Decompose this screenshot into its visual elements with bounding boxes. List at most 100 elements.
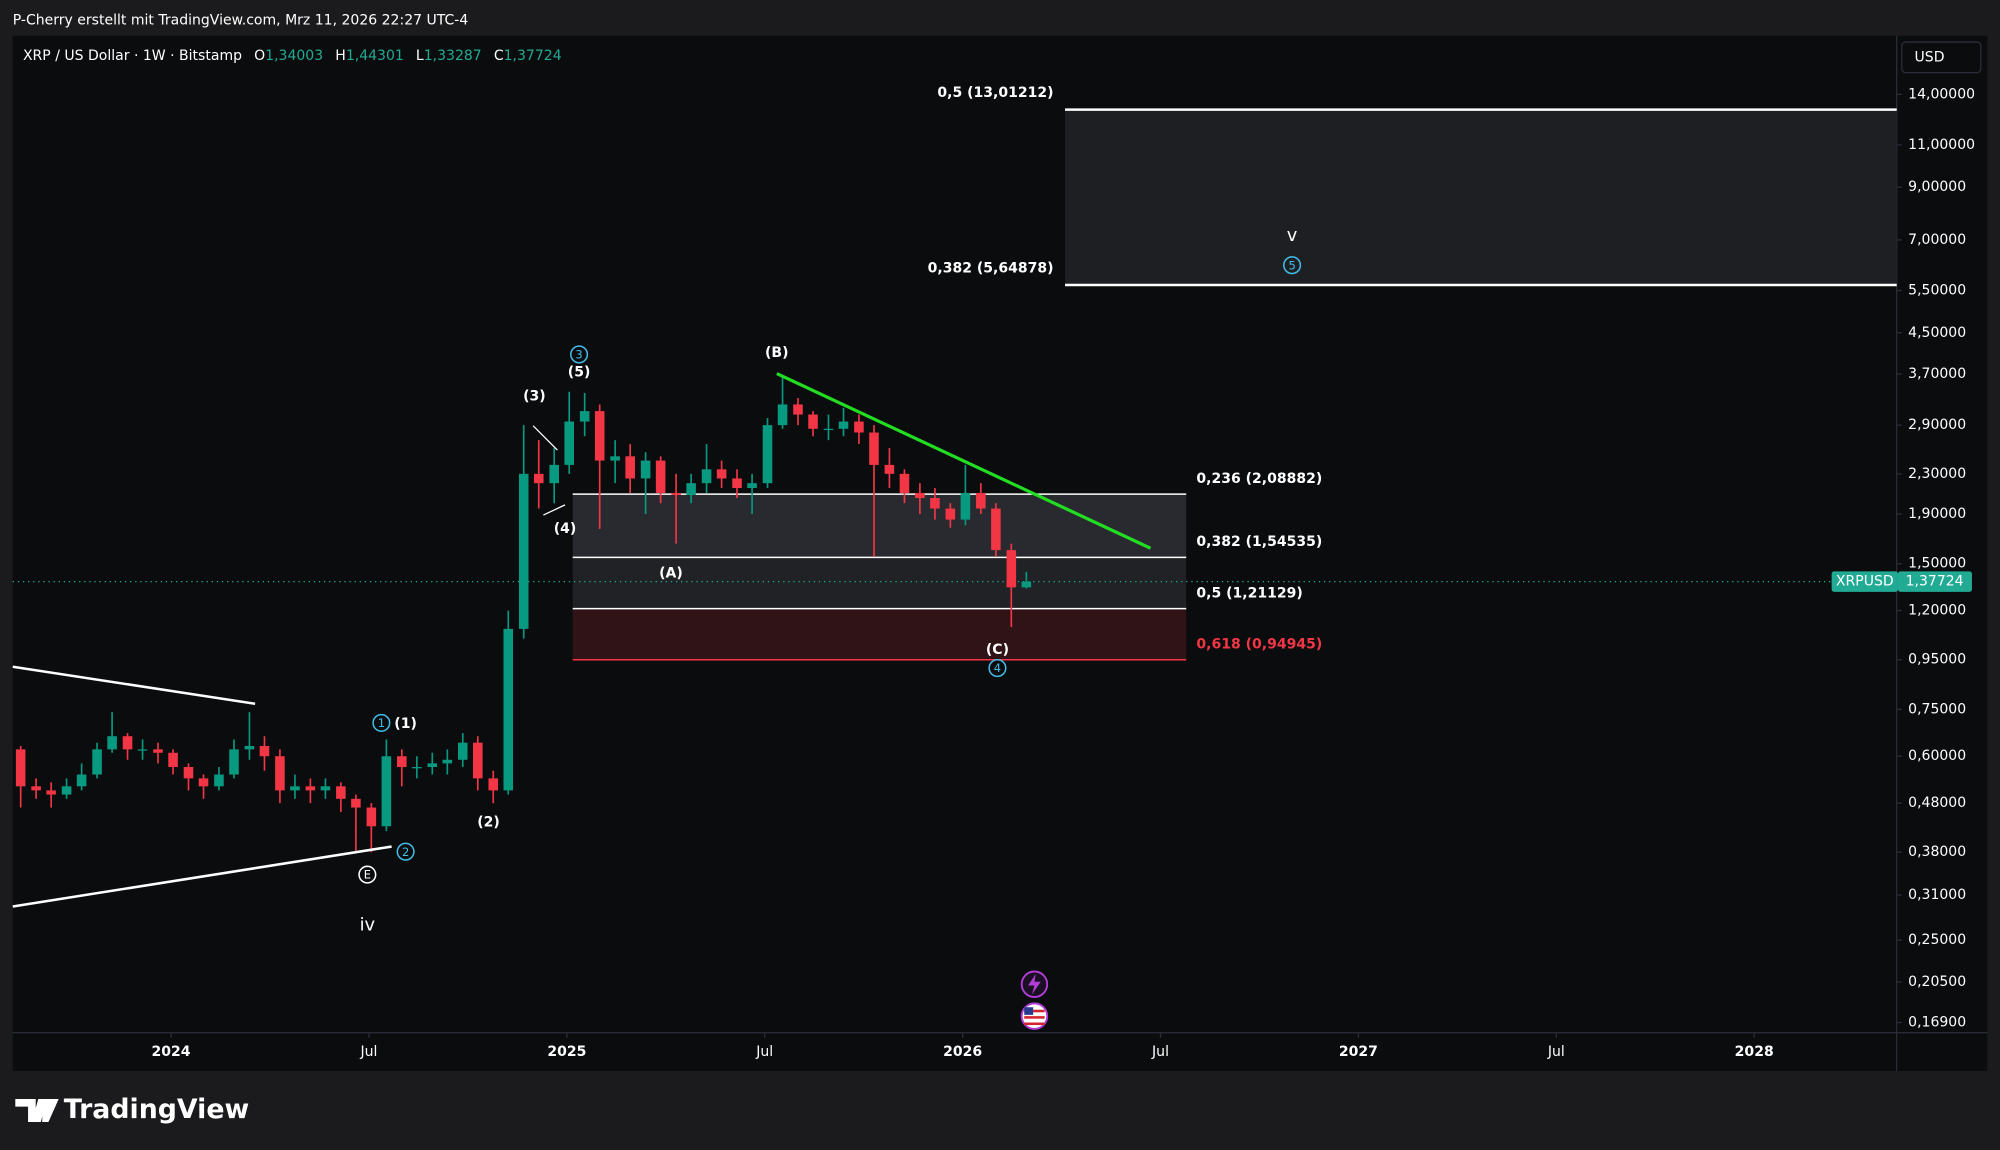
y-tick-label: 1,20000 <box>1908 603 1966 619</box>
candle-body <box>915 492 925 499</box>
x-tick-label: Jul <box>1547 1044 1565 1060</box>
candle-body <box>945 508 956 520</box>
candle-body <box>229 749 239 775</box>
y-tick-label: 14,00000 <box>1908 86 1975 102</box>
wave-label-circle <box>988 659 1007 678</box>
candle-body <box>214 774 224 787</box>
x-tick-label: Jul <box>755 1044 773 1060</box>
wave-label: v <box>1287 225 1298 246</box>
candle-body <box>716 469 727 479</box>
candle-body <box>457 742 468 760</box>
candle-body <box>854 421 864 433</box>
candle-body <box>76 774 87 787</box>
candle-body <box>168 752 178 768</box>
ohlc-key: H <box>335 48 346 64</box>
y-tick-label: 0,25000 <box>1908 932 1966 948</box>
symbol-header: XRP / US Dollar · 1W · Bitstamp O1,34003… <box>23 48 562 64</box>
fib-zone-fill <box>572 557 1187 609</box>
candle-body <box>518 473 529 629</box>
candle-body <box>594 411 605 461</box>
x-tick-label: 2028 <box>1735 1044 1774 1060</box>
y-tick-label: 5,50000 <box>1908 283 1966 299</box>
wave-label: (4) <box>554 521 577 537</box>
y-tick-label: 2,30000 <box>1908 466 1966 482</box>
currency-button[interactable] <box>1901 41 1982 74</box>
candle-body <box>579 411 590 422</box>
candle-body <box>473 742 483 779</box>
candle-body <box>625 456 635 479</box>
candle-body <box>305 786 316 791</box>
fib-zone-fill <box>1065 109 1897 286</box>
x-tick-label: Jul <box>359 1044 377 1060</box>
candle-body <box>488 778 499 791</box>
y-tick-label: 9,00000 <box>1908 179 1966 195</box>
candle-body <box>61 786 72 795</box>
ohlc-value: 1,33287 <box>424 48 482 64</box>
brand-logo <box>15 1099 59 1122</box>
candle-body <box>320 786 331 791</box>
candle-body <box>1021 581 1032 588</box>
fib-level-label: 0,382 (1,54535) <box>1196 534 1322 550</box>
candle-body <box>503 628 514 791</box>
fib-level-label: 0,5 (1,21129) <box>1196 585 1302 601</box>
wave-label: 5 <box>1288 258 1295 272</box>
flag-canton <box>1024 1007 1034 1015</box>
candle-body <box>549 464 559 484</box>
candle-body <box>381 756 392 827</box>
candle-body <box>930 498 940 509</box>
candle-body <box>397 756 407 768</box>
price-tag-symbol-bg <box>1831 571 1898 592</box>
candle-body <box>686 483 696 495</box>
y-tick-label: 0,38000 <box>1908 844 1966 860</box>
y-tick-label: 0,48000 <box>1908 795 1966 811</box>
wave-label-circle <box>372 713 391 732</box>
candle-body <box>442 759 453 764</box>
candle-body <box>701 469 712 484</box>
candle-body <box>777 404 788 426</box>
ohlc-key: O <box>254 48 265 64</box>
candle-body <box>869 432 879 465</box>
wave-label: (5) <box>568 364 591 380</box>
flag-stripe <box>1024 1022 1045 1026</box>
y-tick-label: 0,60000 <box>1908 748 1966 764</box>
wave-label: iv <box>360 915 376 936</box>
fib-level-label: 0,618 (0,94945) <box>1196 636 1322 652</box>
candle-body <box>640 460 651 479</box>
candle-body <box>137 749 148 751</box>
candle-body <box>808 414 818 429</box>
candle-body <box>610 456 620 461</box>
candle-body <box>564 421 575 465</box>
wave-label: 1 <box>378 716 385 730</box>
candle-body <box>259 745 270 757</box>
wave-label: (A) <box>659 566 683 582</box>
x-tick-label: 2027 <box>1339 1044 1378 1060</box>
wave-label: (B) <box>765 345 789 361</box>
wave-label: (1) <box>394 716 417 732</box>
candle-body <box>275 756 285 791</box>
wedge-line <box>543 504 566 516</box>
x-tick-label: 2024 <box>152 1044 191 1060</box>
candle-body <box>884 464 895 474</box>
candle-body <box>92 749 102 775</box>
candle-body <box>823 428 834 431</box>
candle-body <box>183 767 194 779</box>
fib-level-label: 0,382 (5,64878) <box>928 260 1054 276</box>
ohlc-value: 1,34003 <box>265 48 323 64</box>
candle-body <box>533 473 544 484</box>
x-tick-label: 2025 <box>547 1044 586 1060</box>
candle-body <box>899 473 910 493</box>
candle-body <box>122 736 133 750</box>
candle-body <box>31 786 41 791</box>
candle-body <box>991 508 1001 551</box>
y-tick-label: 0,20500 <box>1908 974 1966 990</box>
fib-level-label: 0,5 (13,01212) <box>937 85 1053 101</box>
candle-body <box>366 807 377 827</box>
x-tick-label: 2026 <box>943 1044 982 1060</box>
y-tick-label: 4,50000 <box>1908 325 1966 341</box>
y-tick-label: 1,90000 <box>1908 506 1966 522</box>
candles-layer <box>15 376 1032 853</box>
y-tick-label: 0,16900 <box>1908 1015 1966 1031</box>
flag-stripe <box>1024 1016 1045 1019</box>
fib-level-label: 0,236 (2,08882) <box>1196 471 1322 487</box>
